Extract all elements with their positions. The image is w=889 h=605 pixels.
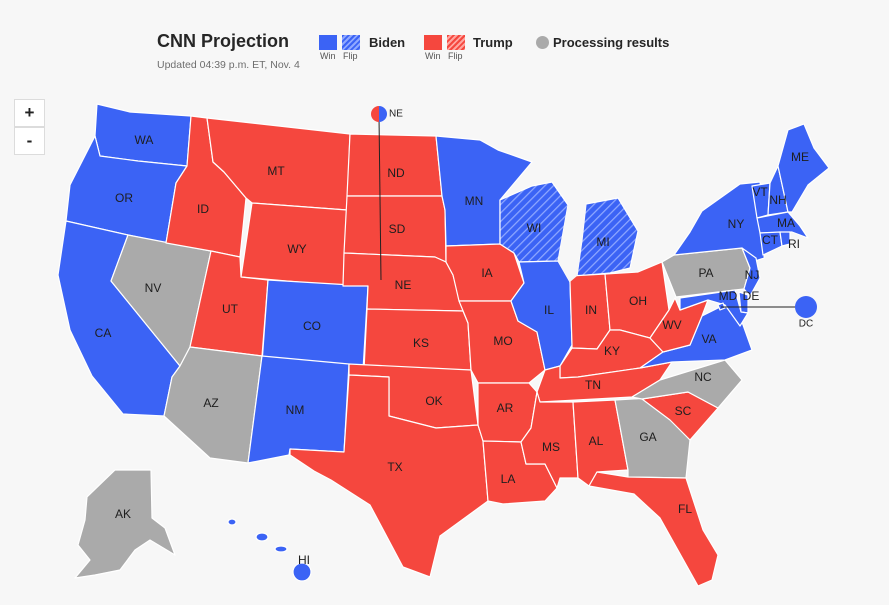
state-label-AR: AR	[497, 401, 514, 415]
state-labels: WA OR CA NV ID MT WY UT AZ CO NM ND SD NE KS OK TX MN IA MO…	[95, 133, 809, 567]
state-label-FL: FL	[678, 502, 692, 516]
state-HI-oahu	[227, 518, 237, 526]
state-HI-big-island	[292, 562, 312, 582]
state-label-MD: MD	[719, 289, 738, 303]
state-HI-maui	[255, 532, 269, 542]
biden-flip-label: Flip	[343, 51, 358, 61]
state-label-LA: LA	[501, 472, 516, 486]
state-label-MN: MN	[465, 194, 484, 208]
ne-split-right	[379, 106, 387, 122]
trump-flip-swatch	[447, 35, 465, 50]
updated-timestamp: Updated 04:39 p.m. ET, Nov. 4	[157, 59, 300, 71]
biden-flip-swatch	[342, 35, 360, 50]
trump-win-swatch	[424, 35, 442, 50]
state-TX[interactable]	[289, 374, 489, 578]
state-RI[interactable]	[779, 231, 791, 247]
state-label-ND: ND	[387, 166, 405, 180]
state-FL[interactable]	[588, 471, 719, 587]
state-label-WV: WV	[662, 318, 681, 332]
state-label-NM: NM	[286, 403, 305, 417]
state-ND[interactable]	[346, 133, 443, 197]
state-label-NH: NH	[769, 193, 786, 207]
state-label-OR: OR	[115, 191, 133, 205]
state-label-AK: AK	[115, 507, 131, 521]
state-label-CO: CO	[303, 319, 321, 333]
state-label-ID: ID	[197, 202, 209, 216]
state-label-ME: ME	[791, 150, 809, 164]
state-label-SD: SD	[389, 222, 406, 236]
state-NJ[interactable]	[741, 247, 761, 297]
trump-win-label: Win	[425, 51, 441, 61]
lake-michigan	[558, 204, 586, 282]
page-title: CNN Projection	[157, 31, 290, 51]
state-NC[interactable]	[631, 359, 743, 409]
ne-leader-line	[378, 115, 382, 281]
state-label-NV: NV	[145, 281, 162, 295]
state-label-MT: MT	[267, 164, 285, 178]
state-label-IN: IN	[585, 303, 597, 317]
ne-district-label: NE	[389, 109, 403, 120]
state-MI[interactable]	[576, 197, 639, 277]
dc-marker[interactable]	[795, 296, 817, 318]
state-label-WI: WI	[527, 221, 542, 235]
state-label-AZ: AZ	[203, 396, 218, 410]
state-label-VT: VT	[752, 185, 768, 199]
state-label-WA: WA	[135, 133, 154, 147]
state-MD[interactable]	[679, 289, 749, 327]
state-HI-molokai	[274, 545, 288, 553]
state-label-OK: OK	[425, 394, 442, 408]
state-label-IA: IA	[481, 266, 492, 280]
state-label-SC: SC	[675, 404, 692, 418]
zoom-out-button[interactable]: -	[14, 127, 45, 155]
state-label-NJ: NJ	[745, 268, 760, 282]
state-label-RI: RI	[788, 237, 800, 251]
trump-flip-label: Flip	[448, 51, 463, 61]
processing-dot	[536, 36, 549, 49]
state-HI[interactable]	[227, 518, 312, 582]
state-MS[interactable]	[520, 391, 579, 489]
state-AK[interactable]	[74, 469, 176, 579]
biden-label: Biden	[369, 35, 406, 50]
state-label-CT: CT	[762, 233, 779, 247]
biden-win-swatch	[319, 35, 337, 50]
trump-label: Trump	[473, 35, 513, 50]
ne-split-marker[interactable]	[371, 106, 387, 122]
state-label-TN: TN	[585, 378, 601, 392]
state-label-MS: MS	[542, 440, 560, 454]
state-label-MI: MI	[596, 235, 609, 249]
state-label-KS: KS	[413, 336, 429, 350]
state-label-MO: MO	[493, 334, 512, 348]
state-label-NY: NY	[728, 217, 745, 231]
dc-label: DC	[799, 319, 813, 330]
state-label-GA: GA	[639, 430, 656, 444]
ne-split-left	[371, 106, 379, 122]
state-label-AL: AL	[589, 434, 604, 448]
state-label-OH: OH	[629, 294, 647, 308]
state-label-MA: MA	[777, 216, 795, 230]
state-ME[interactable]	[777, 123, 830, 213]
state-label-HI: HI	[298, 553, 310, 567]
state-label-WY: WY	[287, 242, 306, 256]
zoom-in-button[interactable]: +	[14, 99, 45, 127]
state-label-CA: CA	[95, 326, 112, 340]
state-label-PA: PA	[698, 266, 713, 280]
state-label-NC: NC	[694, 370, 712, 384]
state-label-VA: VA	[701, 332, 716, 346]
state-label-NE: NE	[395, 278, 412, 292]
processing-label: Processing results	[553, 35, 670, 50]
biden-win-label: Win	[320, 51, 336, 61]
state-label-TX: TX	[387, 460, 402, 474]
state-label-UT: UT	[222, 302, 239, 316]
state-label-IL: IL	[544, 303, 554, 317]
state-label-KY: KY	[604, 344, 620, 358]
state-label-DE: DE	[743, 289, 760, 303]
